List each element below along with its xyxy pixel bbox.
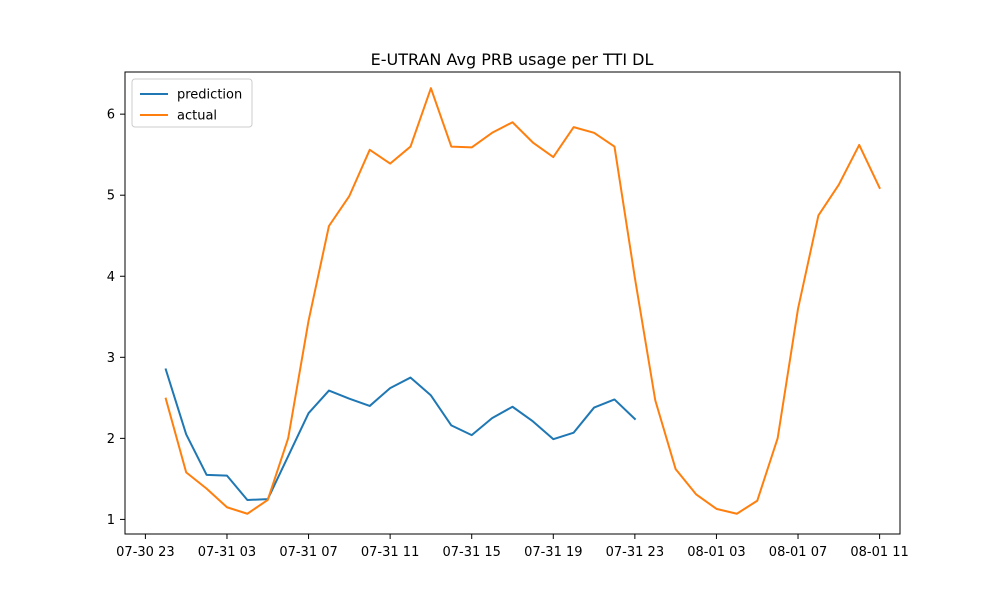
series-line-actual (164, 87, 881, 515)
x-tick-label: 08-01 03 (687, 545, 745, 560)
x-tick-label: 07-31 03 (198, 545, 256, 560)
x-tick-label: 07-31 07 (279, 545, 337, 560)
legend-label-prediction: prediction (177, 88, 242, 103)
y-tick-label: 2 (107, 432, 115, 447)
y-tick-label: 1 (107, 513, 115, 528)
plot-frame (124, 71, 901, 535)
y-tick-label: 4 (107, 270, 115, 285)
x-tick-label: 07-31 23 (606, 545, 664, 560)
y-tick-label: 6 (107, 108, 115, 123)
x-tick-label: 07-30 23 (116, 545, 174, 560)
series-layer (164, 87, 881, 515)
chart-title: E-UTRAN Avg PRB usage per TTI DL (371, 50, 654, 69)
axes-layer: 07-30 23 07-31 03 07-31 07 07-31 11 07-31 15… (107, 71, 909, 560)
legend: prediction actual (131, 78, 253, 128)
legend-label-actual: actual (177, 109, 217, 124)
y-tick-label: 3 (107, 351, 115, 366)
y-tick-label: 5 (107, 189, 115, 204)
x-tick-label: 07-31 11 (361, 545, 419, 560)
x-tick-label: 07-31 15 (442, 545, 500, 560)
x-tick-label: 08-01 07 (769, 545, 827, 560)
x-tick-label: 08-01 11 (850, 545, 908, 560)
series-line-prediction (164, 368, 637, 501)
x-tick-label: 07-31 19 (524, 545, 582, 560)
